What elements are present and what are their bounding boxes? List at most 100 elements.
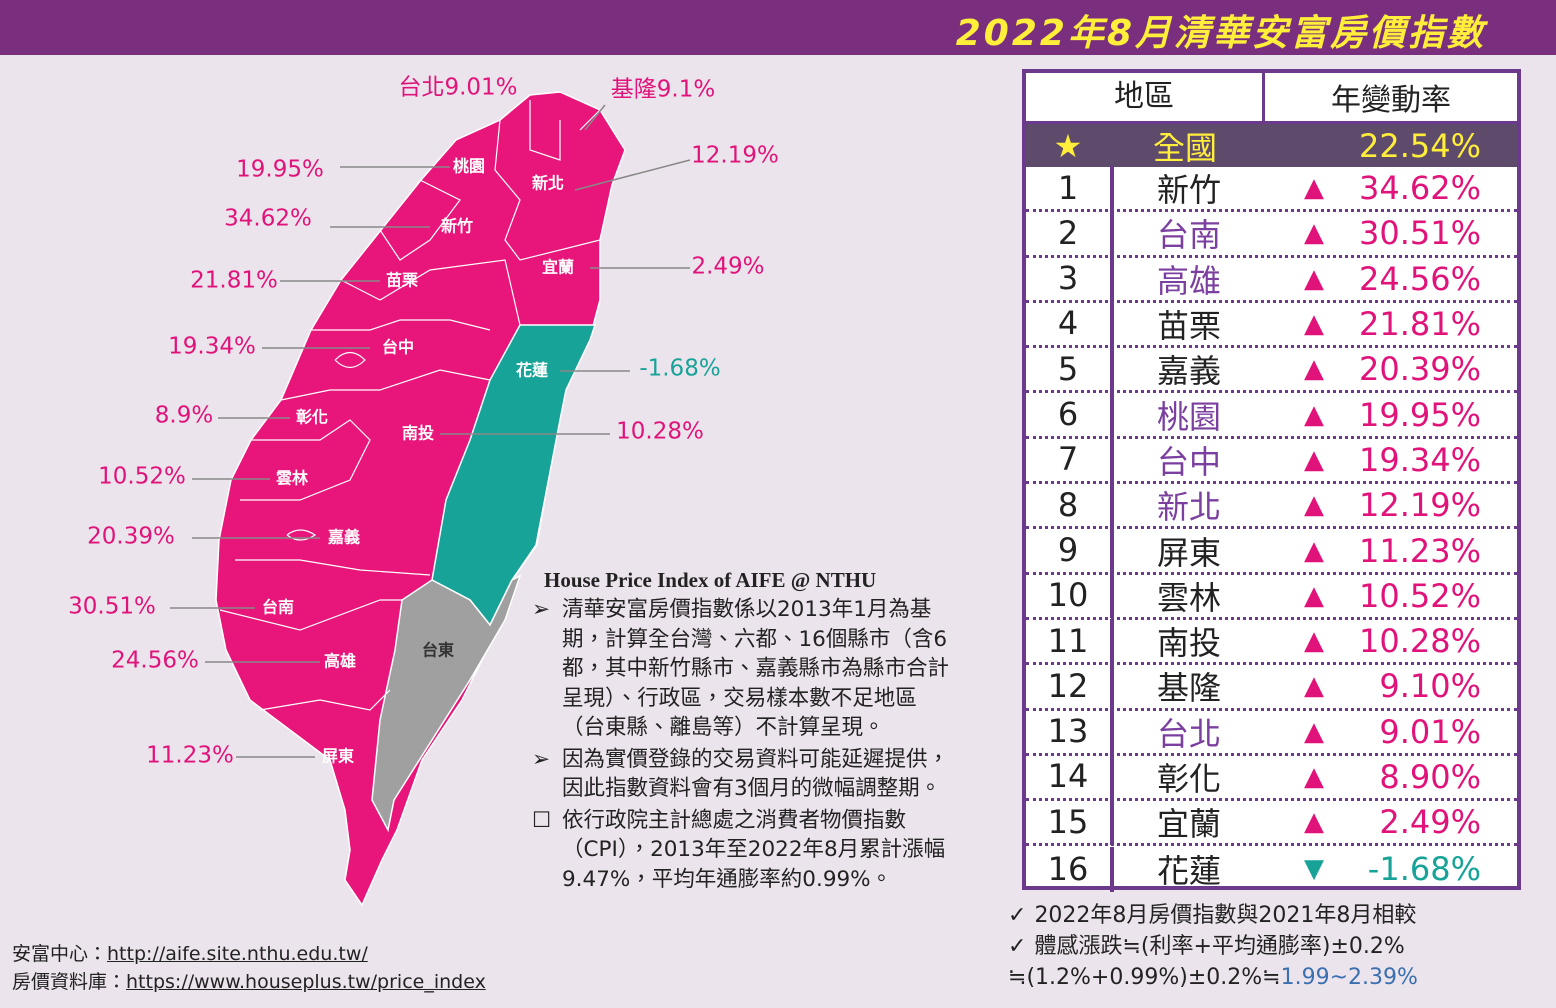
rank: 3 xyxy=(1026,256,1114,302)
note-text: 2022年8月房價指數與2021年8月相較 xyxy=(1034,903,1417,928)
map: 台北9.01% 基隆9.1% 19.95% 12.19% 34.62% 2.49% 21.8… xyxy=(68,75,779,907)
region-name: 宜蘭 xyxy=(542,258,574,277)
footer-line: 安富中心：http://aife.site.nthu.edu.tw/ xyxy=(12,940,486,968)
rank: 2 xyxy=(1026,210,1114,257)
change: 9.01% xyxy=(1379,712,1481,751)
footer-line: 房價資料庫：https://www.houseplus.tw/price_ind… xyxy=(12,968,486,996)
map-label: 21.81% xyxy=(190,268,278,294)
region-name: 屏東 xyxy=(322,747,354,766)
rank: 11 xyxy=(1026,618,1114,664)
header-cell: 年變動率 xyxy=(1331,83,1451,118)
table-row: 1 新竹 ▲ 34.62% xyxy=(1026,165,1517,213)
header-cell: 地區 xyxy=(1026,73,1265,121)
table-row: 9 屏東 ▲ 11.23% xyxy=(1026,527,1517,575)
rank: 8 xyxy=(1026,482,1114,528)
table-row: 12 基隆 ▲ 9.10% xyxy=(1026,663,1517,711)
note: ✓ 體感漲跌≒(利率+平均通膨率)±0.2% xyxy=(1008,931,1418,962)
national-name: 全國 xyxy=(1152,128,1217,167)
table-row: 10 雲林 ▲ 10.52% xyxy=(1026,573,1517,620)
bullet-text: 依行政院主計總處之消費者物價指數（CPI），2013年至2022年8月累計漲幅9… xyxy=(562,807,946,892)
region: 新竹 xyxy=(1156,171,1221,210)
change: 12.19% xyxy=(1358,486,1481,525)
note: ≒(1.2%+0.99%)±0.2%≒1.99~2.39% xyxy=(1008,962,1418,993)
map-label: 台北9.01% xyxy=(398,75,517,101)
trend: ▲ xyxy=(1304,807,1324,838)
rank: 7 xyxy=(1026,437,1114,483)
table-row: 5 嘉義 ▲ 20.39% xyxy=(1026,346,1517,394)
info-heading: House Price Index of AIFE @ NTHU xyxy=(544,568,877,592)
table-row: 2 台南 ▲ 30.51% xyxy=(1026,210,1517,258)
change: 20.39% xyxy=(1358,350,1481,389)
trend: ▲ xyxy=(1304,309,1324,340)
region-name: 新北 xyxy=(532,174,564,193)
region: 苗栗 xyxy=(1156,307,1221,346)
change: 11.23% xyxy=(1358,531,1481,570)
rank: 15 xyxy=(1026,799,1114,845)
trend: ▲ xyxy=(1304,626,1324,657)
change: 34.62% xyxy=(1358,169,1481,208)
table-row: 13 台北 ▲ 9.01% xyxy=(1026,709,1517,756)
bullet: ➢ 因為實價登錄的交易資料可能延遲提供，因此指數資料會有3個月的微幅調整期。 xyxy=(530,745,955,804)
rank: 9 xyxy=(1026,527,1114,574)
region-name: 高雄 xyxy=(324,652,356,671)
map-label: 11.23% xyxy=(146,743,234,769)
change: 21.81% xyxy=(1358,305,1481,344)
check-icon: ✓ xyxy=(1008,903,1027,928)
change: 10.28% xyxy=(1358,622,1481,661)
note-text: 體感漲跌≒(利率+平均通膨率)±0.2% xyxy=(1034,934,1405,959)
rank: 14 xyxy=(1026,754,1114,800)
title: 2022年8月清華安富房價指數 xyxy=(955,13,1486,54)
region: 嘉義 xyxy=(1156,352,1221,391)
notes: ✓ 2022年8月房價指數與2021年8月相較 ✓ 體感漲跌≒(利率+平均通膨率)±0… xyxy=(1008,900,1418,993)
trend: ▲ xyxy=(1304,580,1324,611)
rank: 5 xyxy=(1026,346,1114,392)
map-label: 10.28% xyxy=(616,419,704,445)
region-borders xyxy=(219,100,601,711)
table-row: 7 台中 ▲ 19.34% xyxy=(1026,437,1517,485)
table-header: 地區 年變動率 xyxy=(1026,73,1517,124)
change: 19.95% xyxy=(1358,395,1481,434)
note: ✓ 2022年8月房價指數與2021年8月相較 xyxy=(1008,900,1418,931)
region-name: 苗栗 xyxy=(386,271,418,290)
rank: 1 xyxy=(1026,165,1114,211)
trend: ▲ xyxy=(1304,444,1324,475)
table-row: 16 花蓮 ▼ -1.68% xyxy=(1026,846,1517,892)
footer: 安富中心：http://aife.site.nthu.edu.tw/房價資料庫：… xyxy=(12,940,486,996)
region-name: 桃園 xyxy=(453,157,485,176)
region: 台中 xyxy=(1156,442,1221,481)
footer-link[interactable]: https://www.houseplus.tw/price_index xyxy=(126,971,486,993)
bullet: ☐ 依行政院主計總處之消費者物價指數（CPI），2013年至2022年8月累計漲幅… xyxy=(530,806,955,895)
footer-label: 房價資料庫： xyxy=(12,971,127,993)
region: 新北 xyxy=(1156,488,1221,527)
leader-line xyxy=(584,104,606,131)
map-label: 2.49% xyxy=(691,254,764,280)
table-row: 3 高雄 ▲ 24.56% xyxy=(1026,256,1517,303)
footer-label: 安富中心： xyxy=(12,943,108,965)
trend: ▲ xyxy=(1304,716,1324,747)
trend: ▲ xyxy=(1304,354,1324,385)
trend: ▲ xyxy=(1304,671,1324,702)
region-name: 雲林 xyxy=(276,469,308,488)
region-name: 南投 xyxy=(402,424,434,443)
map-label: -1.68% xyxy=(639,356,720,382)
table-row: 11 南投 ▲ 10.28% xyxy=(1026,618,1517,666)
change: 8.90% xyxy=(1379,758,1481,797)
region: 南投 xyxy=(1156,624,1221,663)
bullet-text: 因為實價登錄的交易資料可能延遲提供，因此指數資料會有3個月的微幅調整期。 xyxy=(562,746,950,802)
region: 桃園 xyxy=(1156,397,1221,436)
rank: 10 xyxy=(1026,573,1114,619)
table-row: 6 桃園 ▲ 19.95% xyxy=(1026,392,1517,439)
info-box: House Price Index of AIFE @ NTHU ➢ 清華安富房價… xyxy=(530,568,955,896)
map-label: 10.52% xyxy=(98,464,186,490)
change: 9.10% xyxy=(1379,667,1481,706)
map-label: 20.39% xyxy=(87,524,175,550)
table-row: 14 彰化 ▲ 8.90% xyxy=(1026,754,1517,802)
note-part: ≒(1.2%+0.99%)±0.2%≒ xyxy=(1008,965,1281,990)
check-icon: ✓ xyxy=(1008,934,1027,959)
region-name: 彰化 xyxy=(296,408,328,427)
footer-link[interactable]: http://aife.site.nthu.edu.tw/ xyxy=(107,943,368,965)
table-row: 8 新北 ▲ 12.19% xyxy=(1026,482,1517,530)
map-label: 8.9% xyxy=(155,403,213,429)
bullet: ➢ 清華安富房價指數係以2013年1月為基期，計算全台灣、六都、16個縣市（含6都… xyxy=(530,595,955,743)
